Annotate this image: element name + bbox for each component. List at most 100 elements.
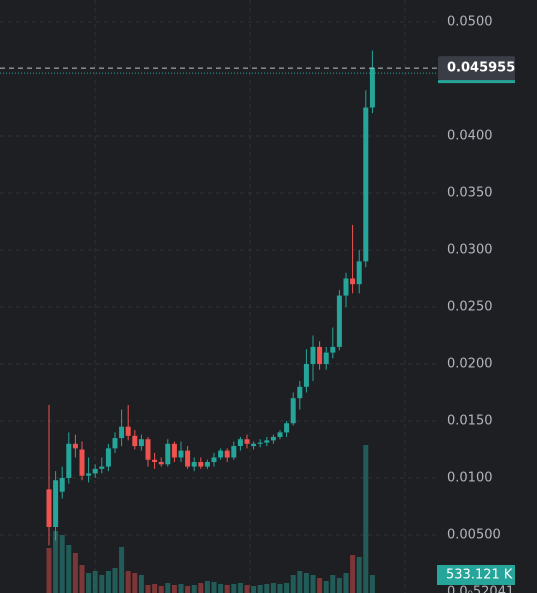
candle-body <box>303 363 309 387</box>
volume-bar <box>336 578 342 593</box>
candle-body <box>284 423 290 433</box>
candle-body <box>297 386 303 399</box>
volume-bar <box>66 544 72 593</box>
volume-bar <box>363 444 369 593</box>
volume-bar <box>284 583 290 593</box>
candle-body <box>323 352 329 364</box>
cut-label: 0.0₀52041 <box>447 585 514 593</box>
volume-bar <box>171 584 177 593</box>
candle-body <box>363 107 369 262</box>
volume-bar <box>257 584 263 593</box>
candle-body <box>178 450 184 458</box>
volume-bar <box>297 571 303 593</box>
volume-bar <box>317 578 323 593</box>
volume-bar <box>53 531 59 593</box>
volume-bar <box>204 581 210 593</box>
candle-body <box>356 261 362 285</box>
candle-body <box>218 450 224 458</box>
candle-body <box>138 439 144 447</box>
y-tick-label: 0.0250 <box>447 299 493 314</box>
volume-bar <box>105 571 111 593</box>
price-tag <box>438 56 515 81</box>
volume-bar <box>125 571 131 593</box>
volume-bar <box>218 584 224 593</box>
candle-body <box>343 278 349 296</box>
volume-bar <box>79 564 85 593</box>
candle-body <box>310 346 316 364</box>
candle-body <box>231 446 237 458</box>
candle-body <box>79 449 85 476</box>
candle-body <box>350 278 356 285</box>
volume-bar <box>158 586 164 593</box>
volume-bar <box>72 553 78 593</box>
candle-body <box>191 462 197 467</box>
y-tick-label: 0.0150 <box>447 413 493 428</box>
candle-body <box>158 462 164 465</box>
volume-bar <box>350 554 356 593</box>
volume-bar <box>185 586 191 593</box>
candle-body <box>330 346 336 353</box>
volume-bar <box>323 581 329 593</box>
candle-body <box>251 443 257 447</box>
volume-tag <box>437 564 515 585</box>
candle-body <box>132 435 138 447</box>
y-tick-label: 0.0350 <box>447 185 493 200</box>
candle-body <box>152 459 158 463</box>
y-tick-label: 0.0500 <box>447 15 493 30</box>
candle-body <box>145 439 151 460</box>
volume-bar <box>277 584 283 593</box>
candle-body <box>185 450 191 467</box>
candle-body <box>72 443 78 449</box>
volume-bar <box>191 584 197 593</box>
volume-bar <box>165 583 171 593</box>
price-tag-underline <box>438 80 515 84</box>
last-volume-label: 533.121 K <box>446 567 513 582</box>
volume-bar <box>369 574 375 593</box>
candle-body <box>46 489 52 527</box>
candle-body <box>277 432 283 437</box>
candle-body <box>198 462 204 467</box>
candle-body <box>264 440 270 443</box>
candle-body <box>257 442 263 444</box>
candle-body <box>290 398 296 424</box>
volume-bar <box>356 556 362 593</box>
y-tick-label: 0.0100 <box>447 470 493 485</box>
candle-body <box>204 462 210 467</box>
volume-bar <box>138 574 144 593</box>
candle-body <box>224 450 230 458</box>
candle-body <box>99 466 105 469</box>
y-tick-label: 0.0300 <box>447 242 493 257</box>
candle-body <box>369 67 375 108</box>
candle-body <box>171 443 177 458</box>
candle-body <box>125 426 131 436</box>
candle-body <box>53 480 59 527</box>
volume-bar <box>198 583 204 593</box>
volume-bar <box>270 583 276 593</box>
y-tick-label: 0.0200 <box>447 356 493 371</box>
candle-body <box>244 439 250 444</box>
volume-bar <box>231 584 237 593</box>
candle-body <box>66 443 72 478</box>
last-price-label: 0.045955 <box>447 61 515 76</box>
volume-bar <box>46 548 52 593</box>
volume-bar <box>244 584 250 593</box>
volume-bar <box>86 573 92 593</box>
volume-bar <box>251 586 257 593</box>
volume-bar <box>310 574 316 593</box>
candle-body <box>270 436 276 441</box>
candle-body <box>92 468 98 474</box>
plot <box>0 21 437 593</box>
volume-bar <box>178 584 184 593</box>
volume-bar <box>112 568 118 593</box>
candle-body <box>86 473 92 476</box>
volume-bar <box>330 574 336 593</box>
volume-bar <box>132 573 138 593</box>
volume-bar <box>264 584 270 593</box>
candle-body <box>165 443 171 465</box>
volume-bar <box>145 584 151 593</box>
volume-bar <box>99 574 105 593</box>
candle-body <box>112 438 118 449</box>
y-tick-label: 0.0400 <box>447 128 493 143</box>
volume-bar <box>290 574 296 593</box>
